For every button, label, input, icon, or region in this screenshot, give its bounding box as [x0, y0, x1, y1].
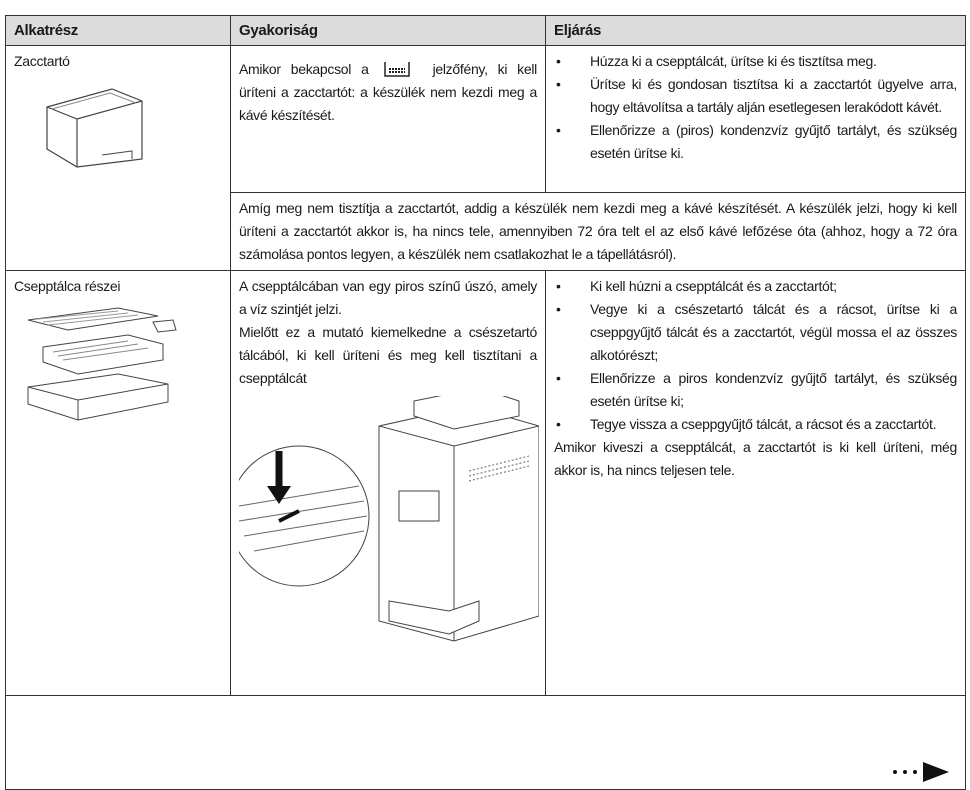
- continue-arrow: [893, 762, 949, 782]
- note-cell: Amíg meg nem tisztítja a zacctartót, add…: [230, 192, 966, 271]
- procedure-item: Húzza ki a csepptálcát, ürítse ki és tis…: [554, 50, 957, 73]
- machine-image: [239, 396, 539, 642]
- procedure-item: Ellenőrizze a piros kondenzvíz gyűjtő ta…: [554, 367, 957, 413]
- procedure-item: Ki kell húzni a csepptálcát és a zacctar…: [554, 275, 957, 298]
- frequency-text: Mielőtt ez a mutató kiemelkedne a csésze…: [239, 324, 537, 386]
- procedure-item: Ellenőrizze a (piros) kondenzvíz gyűjtő …: [554, 119, 957, 165]
- procedure-list: Ki kell húzni a csepptálcát és a zacctar…: [554, 275, 957, 436]
- header-cell: Alkatrész: [5, 15, 231, 46]
- part-cell: Csepptálca részei: [5, 270, 231, 696]
- frequency-text: Amikor bekapcsol a: [239, 61, 369, 77]
- procedure-item: Tegye vissza a cseppgyűjtő tálcát, a rác…: [554, 413, 957, 436]
- header-cell: Gyakoriság: [230, 15, 546, 46]
- part-name: Zacctartó: [14, 53, 70, 69]
- frequency-text: A csepptálcában van egy piros színű úszó…: [239, 278, 537, 317]
- procedure-cell: Húzza ki a csepptálcát, ürítse ki és tis…: [545, 45, 966, 193]
- frequency-cell: A csepptálcában van egy piros színű úszó…: [230, 270, 546, 696]
- procedure-cell: Ki kell húzni a csepptálcát és a zacctar…: [545, 270, 966, 696]
- grounds-container-image: [46, 88, 143, 168]
- header-cell: Eljárás: [545, 15, 966, 46]
- part-name: Csepptálca részei: [14, 278, 121, 294]
- footer-cell: [5, 695, 966, 790]
- procedure-item: Ürítse ki és gondosan tisztítsa ki a zac…: [554, 73, 957, 119]
- frequency-cell: Amikor bekapcsol a jelzőfény, ki kell ür…: [230, 45, 546, 193]
- procedure-list: Húzza ki a csepptálcát, ürítse ki és tis…: [554, 50, 957, 165]
- procedure-note: Amikor kiveszi a csepptálcát, a zacctart…: [554, 439, 957, 478]
- procedure-item: Vegye ki a csészetartó tálcát és a rácso…: [554, 298, 957, 367]
- drip-tray-image: [27, 307, 177, 421]
- maintenance-table: Alkatrész Gyakoriság Eljárás Zacctartó A…: [5, 15, 966, 790]
- part-cell: Zacctartó: [5, 45, 231, 271]
- grounds-icon: [383, 62, 410, 77]
- frequency-text: jelzőfény, ki kell üríteni a zacctartót:…: [239, 61, 537, 123]
